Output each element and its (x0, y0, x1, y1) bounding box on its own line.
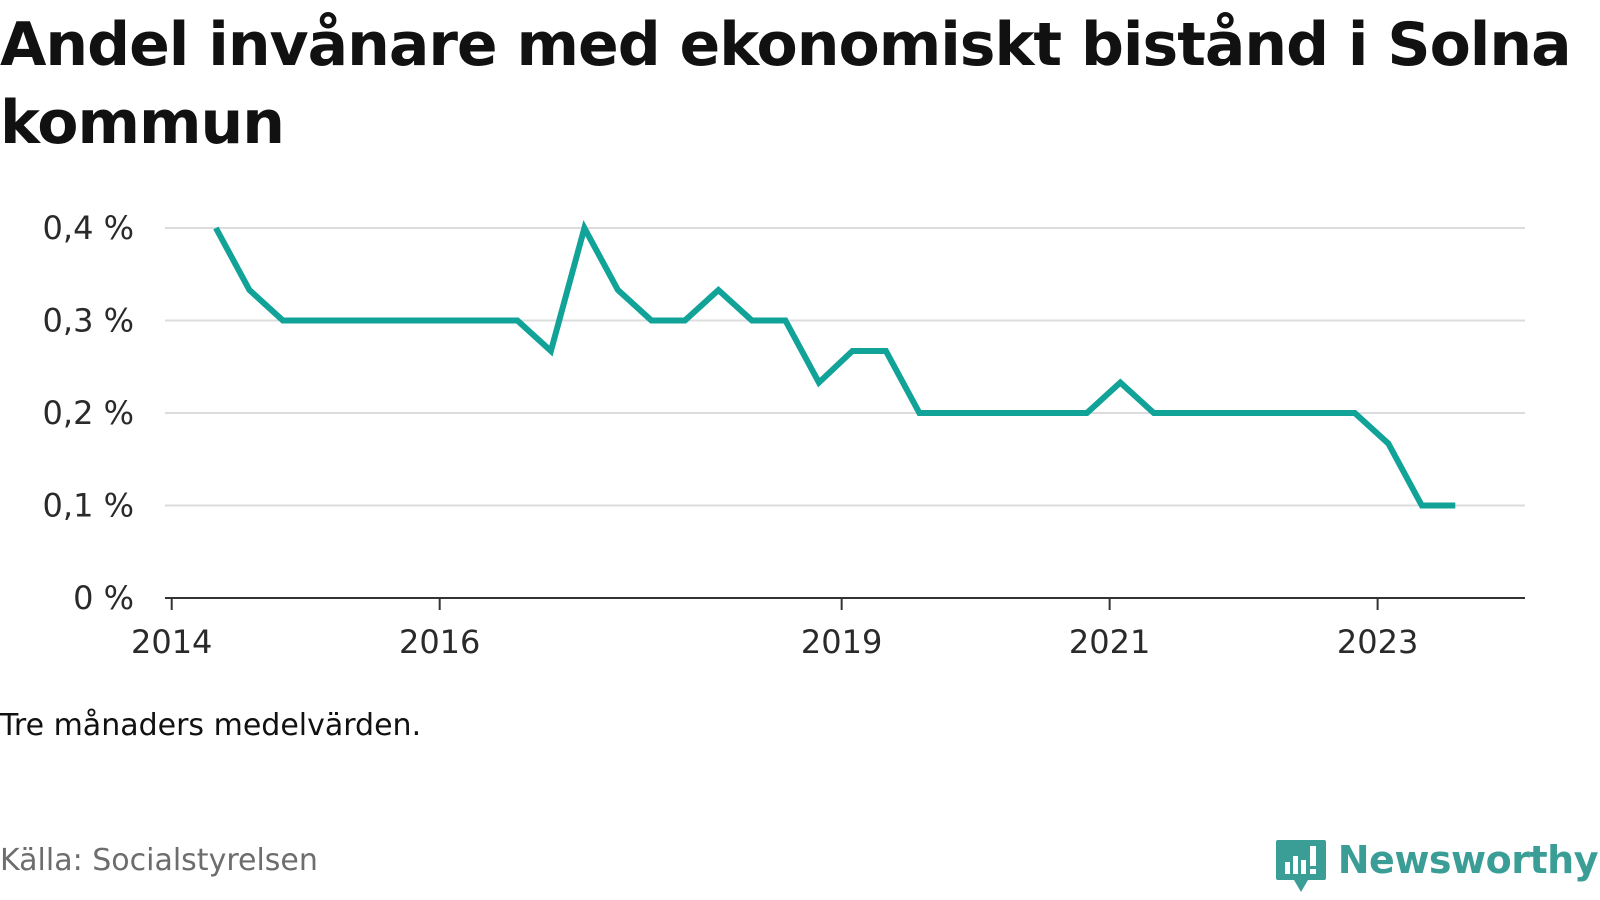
series-line (213, 219, 1456, 509)
data-point (246, 287, 252, 293)
data-point (548, 348, 554, 354)
x-tick-label: 2016 (399, 623, 480, 661)
data-point (1352, 410, 1358, 416)
chart-title: Andel invånare med ekonomiskt bistånd i … (0, 10, 1572, 158)
data-point (581, 225, 587, 231)
data-point (816, 380, 822, 386)
data-point (615, 287, 621, 293)
data-point (313, 318, 319, 324)
x-axis-ticks: 2014 2016 2019 2021 2023 (131, 598, 1418, 661)
data-point (782, 318, 788, 324)
x-tick-label: 2021 (1069, 623, 1150, 661)
data-point (1050, 410, 1056, 416)
brand-name: Newsworthy (1337, 838, 1599, 882)
line-chart: 0 % 0,1 % 0,2 % 0,3 % 0,4 % 2014 2016 2019 2021… (43, 209, 1525, 661)
y-tick-label: 0,3 % (43, 302, 134, 340)
data-point (1151, 410, 1157, 416)
data-point (1084, 410, 1090, 416)
data-point (1318, 410, 1324, 416)
data-point (950, 410, 956, 416)
y-tick-label: 0 % (73, 579, 134, 617)
gridlines (165, 227, 1525, 507)
newsworthy-logo-icon (1275, 840, 1326, 892)
x-tick-label: 2019 (801, 623, 882, 661)
data-point (1385, 441, 1391, 447)
data-point (1285, 410, 1291, 416)
data-point (682, 318, 688, 324)
data-point (1419, 503, 1425, 509)
data-point (380, 318, 386, 324)
data-point (883, 348, 889, 354)
data-point (1017, 410, 1023, 416)
data-point (514, 318, 520, 324)
data-point (347, 318, 353, 324)
data-point (983, 410, 989, 416)
data-point (749, 318, 755, 324)
data-point (849, 348, 855, 354)
x-tick-label: 2014 (131, 623, 212, 661)
data-point (1218, 410, 1224, 416)
y-tick-label: 0,4 % (43, 209, 134, 247)
data-point (481, 318, 487, 324)
y-axis-labels: 0 % 0,1 % 0,2 % 0,3 % 0,4 % (43, 209, 134, 617)
y-tick-label: 0,2 % (43, 394, 134, 432)
data-point (648, 318, 654, 324)
y-tick-label: 0,1 % (43, 487, 134, 525)
x-tick-label: 2023 (1337, 623, 1418, 661)
source-label: Källa: Socialstyrelsen (0, 843, 318, 878)
data-point (1452, 503, 1458, 509)
data-point (1184, 410, 1190, 416)
data-point (280, 318, 286, 324)
data-point (715, 287, 721, 293)
data-point (213, 225, 219, 231)
data-point (447, 318, 453, 324)
brand-logo: Newsworthy (1274, 838, 1599, 900)
data-point (1251, 410, 1257, 416)
chart-note: Tre månaders medelvärden. (0, 708, 422, 743)
data-point (916, 410, 922, 416)
data-point (414, 318, 420, 324)
data-point (1117, 380, 1123, 386)
